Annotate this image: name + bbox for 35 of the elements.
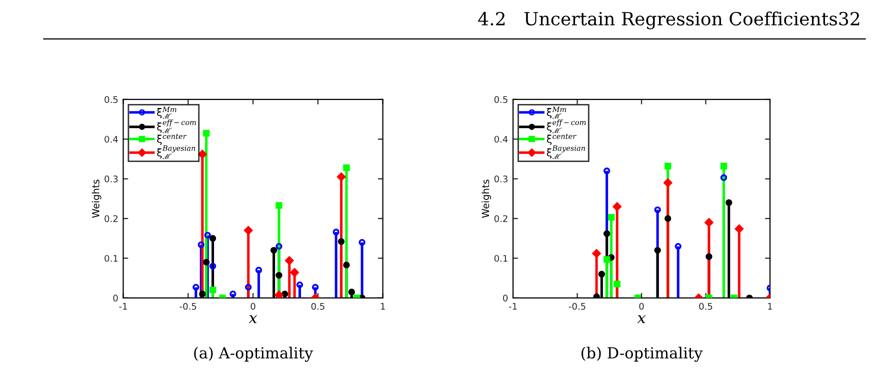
x-tick-label: -0.5: [180, 302, 196, 310]
text: (a) A-optimality: [194, 346, 314, 362]
x-tick-label: -1: [119, 303, 127, 310]
y-tick-label: 0: [503, 294, 508, 302]
y-tick-label: 0: [113, 294, 118, 302]
x-tick-label: -0.5: [568, 302, 586, 310]
legend-label: ξ$^{Bayesian}$$_{ℳ′}$: [157, 145, 196, 160]
legend-label: ξ$^{center}$: [546, 134, 576, 145]
x-tick-label: -1: [508, 303, 517, 310]
legend-label: ξ$^{center}$: [157, 134, 187, 145]
legend-label: ξ$^{eff−com}$$_{ℳ′}$: [546, 119, 586, 134]
x-axis-title: x: [248, 315, 258, 324]
x-tick-label: 0.5: [699, 302, 712, 310]
y-tick-label: 0.2: [104, 215, 118, 222]
y-tick-label: 0.5: [494, 96, 508, 103]
x-tick-label: 0: [250, 302, 256, 310]
y-axis-title: Weights: [482, 180, 492, 218]
text: (b) D-optimality: [582, 346, 703, 362]
legend-label: ξ$^{eff−com}$$_{ℳ′}$: [157, 119, 196, 134]
x-tick-label: 0.5: [311, 302, 324, 310]
x-axis-title: x: [637, 315, 646, 324]
x-tick-label: 1: [380, 303, 385, 310]
y-tick-label: 0.4: [104, 136, 118, 143]
y-tick-label: 0.3: [104, 176, 118, 182]
legend-label: ξ$^{Bayesian}$$_{ℳ′}$: [546, 145, 586, 160]
text: 4.2 Uncertain Regression Coefficients32: [478, 12, 860, 30]
y-tick-label: 0.1: [104, 254, 118, 262]
y-tick-label: 0.2: [494, 215, 508, 222]
y-axis-title: Weights: [92, 180, 102, 218]
y-tick-label: 0.1: [494, 254, 508, 262]
y-tick-label: 0.5: [104, 96, 118, 103]
x-tick-label: 1: [768, 303, 772, 310]
y-tick-label: 0.3: [494, 176, 508, 182]
y-tick-label: 0.4: [494, 136, 508, 143]
x-tick-label: 0: [639, 302, 644, 310]
